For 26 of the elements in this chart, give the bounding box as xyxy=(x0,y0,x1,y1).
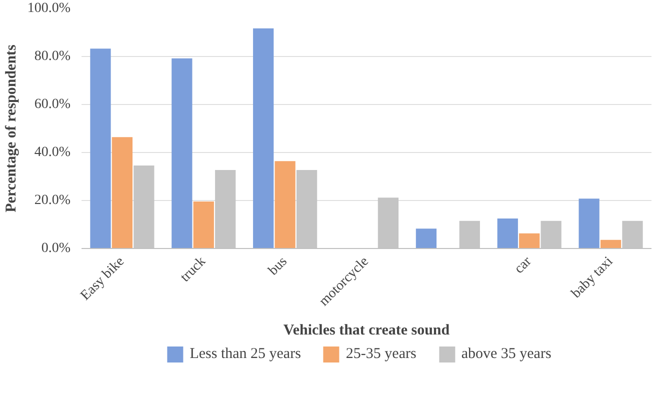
bar xyxy=(519,233,540,248)
legend-label: above 35 years xyxy=(461,346,552,362)
x-axis-title: Vehicles that create sound xyxy=(283,322,450,339)
y-tick-label: 80.0% xyxy=(34,49,71,64)
legend-label: 25-35 years xyxy=(346,346,416,362)
bar xyxy=(578,198,600,248)
y-tick-label: 100.0% xyxy=(27,1,71,16)
bar xyxy=(497,218,518,248)
y-tick-label: 20.0% xyxy=(34,193,71,208)
x-tick-label: bus xyxy=(266,254,290,279)
bar xyxy=(90,48,111,248)
bar xyxy=(112,137,133,248)
bar xyxy=(416,228,437,248)
bar xyxy=(172,58,192,248)
y-tick-label: 40.0% xyxy=(34,145,71,160)
bar xyxy=(274,161,296,248)
x-tick-label: car xyxy=(512,254,535,277)
y-tick-label: 0.0% xyxy=(41,241,71,256)
x-tick-label: Easy bike xyxy=(78,254,128,304)
legend-label: Less than 25 years xyxy=(190,346,301,362)
bar xyxy=(600,240,622,248)
bar xyxy=(193,201,214,248)
bar xyxy=(253,28,274,248)
y-tick-label: 60.0% xyxy=(34,97,71,112)
y-axis-title: Percentage of respondents xyxy=(3,44,20,212)
x-tick-label: baby taxi xyxy=(568,254,616,302)
